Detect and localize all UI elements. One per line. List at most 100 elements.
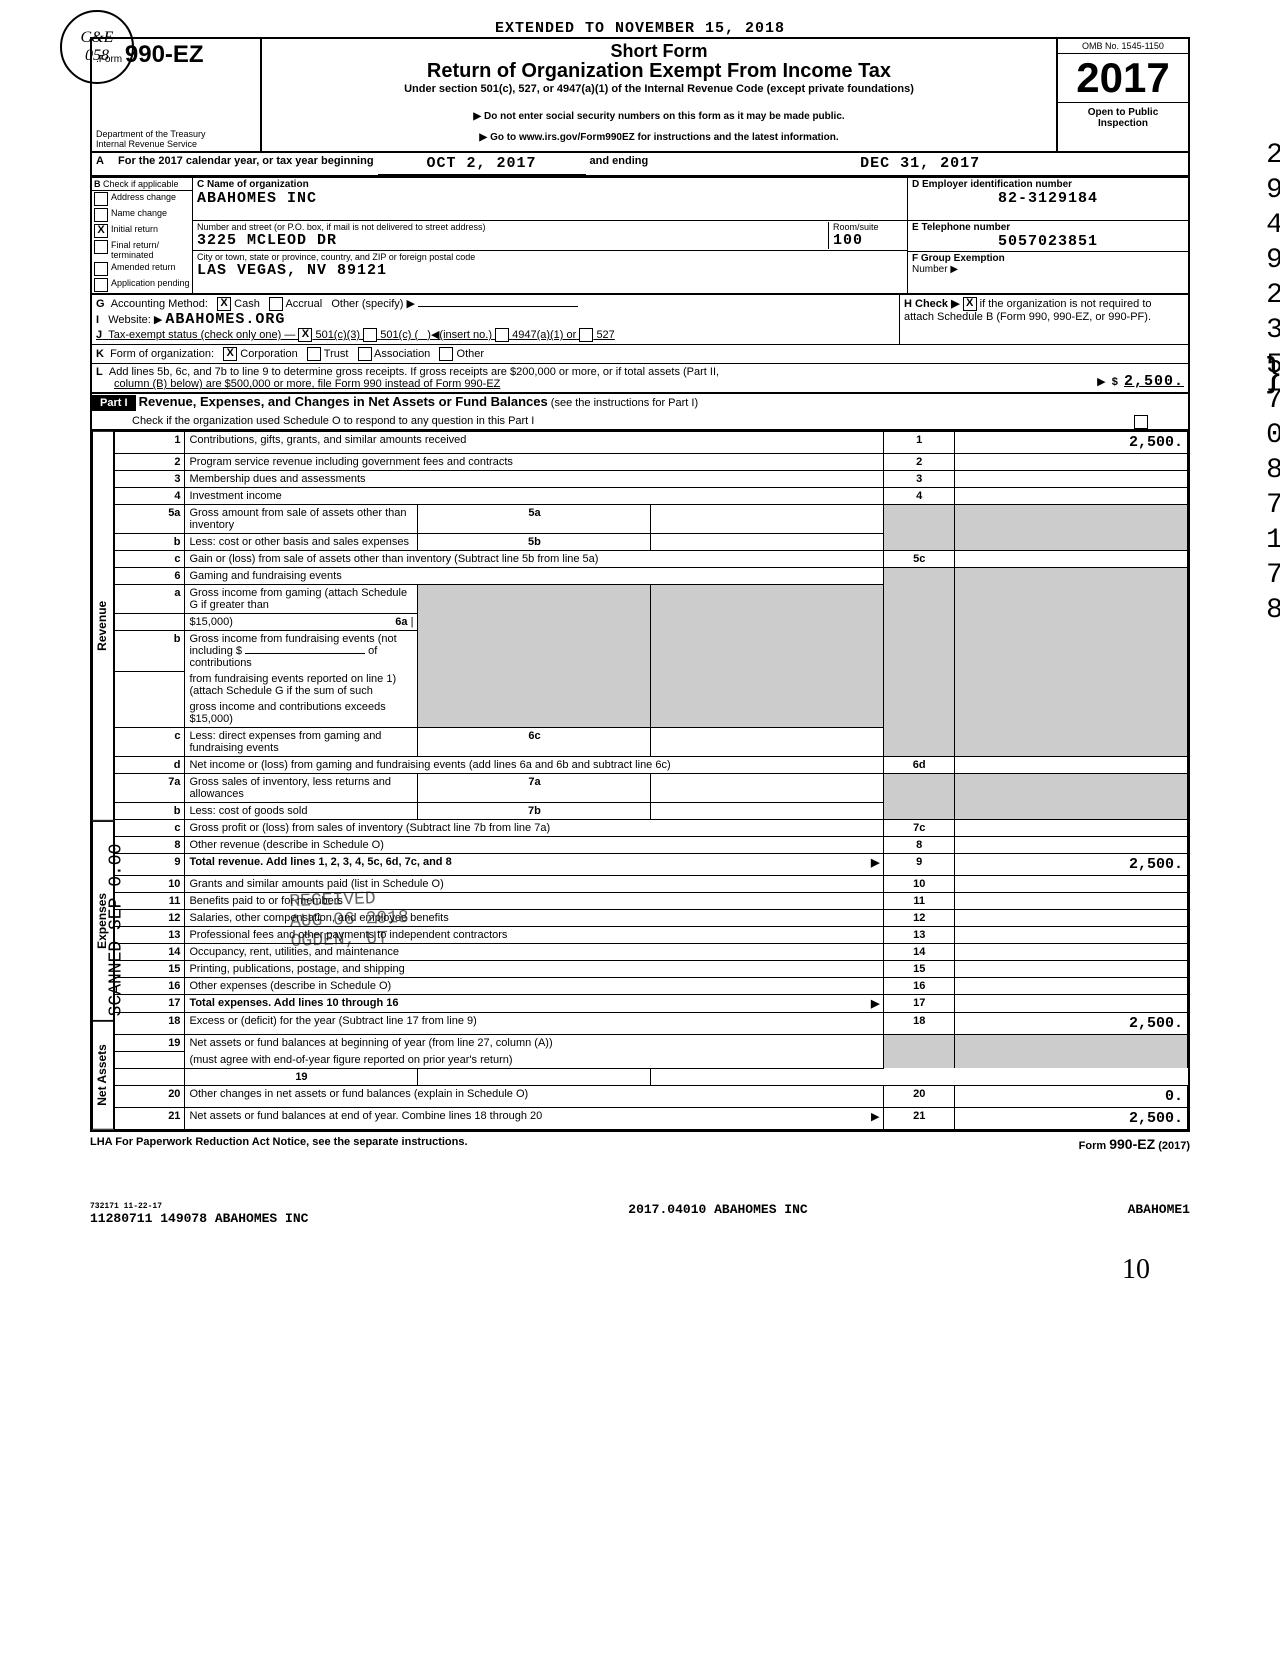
f-hdr: F Group Exemption [912, 253, 1184, 264]
line-7c: Gross profit or (loss) from sales of inv… [185, 820, 884, 837]
f2-sub: 732171 11-22-17 [90, 1202, 308, 1211]
ck-501c[interactable] [363, 328, 377, 342]
line-6a1: Gross income from gaming (attach Schedul… [189, 587, 407, 611]
line-10: Grants and similar amounts paid (list in… [185, 876, 884, 893]
initial-return: Initial return [111, 224, 158, 234]
vert-netassets: Net Assets [92, 1021, 114, 1130]
year: 2017 [1076, 54, 1169, 101]
copy-stamp: C&E 058 [60, 10, 134, 84]
f2-left: 11280711 149078 ABAHOMES INC [90, 1211, 308, 1226]
ck-amended[interactable] [94, 262, 108, 276]
f2-mid: 2017.04010 ABAHOMES INC [628, 1202, 807, 1226]
phone: 5057023851 [912, 233, 1184, 250]
ck-cash[interactable]: X [217, 297, 231, 311]
id-section: B Check if applicable Address change Nam… [90, 178, 1190, 295]
501c3: 501(c)(3) [315, 329, 360, 341]
g-label: Accounting Method: [111, 298, 208, 310]
e-hdr: E Telephone number [912, 222, 1184, 233]
street: 3225 MCLEOD DR [197, 232, 828, 249]
ck-4947[interactable] [495, 328, 509, 342]
ck-h[interactable]: X [963, 297, 977, 311]
line-6b3: from fundraising events reported on line… [185, 671, 418, 699]
other-org: Other [457, 348, 485, 360]
omb: OMB No. 1545-1150 [1058, 39, 1188, 54]
note1: Do not enter social security numbers on … [272, 111, 1046, 122]
l-text1: Add lines 5b, 6c, and 7b to line 9 to de… [109, 366, 719, 378]
line-9: Total revenue. Add lines 1, 2, 3, 4, 5c,… [189, 856, 451, 868]
brace-icon: } [1267, 350, 1280, 395]
ck-addr[interactable] [94, 192, 108, 206]
stamp-l1: C&E [81, 29, 114, 47]
ck-final[interactable] [94, 240, 108, 254]
501c: 501(c) ( [380, 329, 418, 341]
line-19a: Net assets or fund balances at beginning… [185, 1035, 884, 1052]
form-header: .Form 990-EZ Department of the Treasury … [90, 37, 1190, 153]
line-5a: Gross amount from sale of assets other t… [185, 505, 418, 534]
check-if: Check if applicable [103, 179, 179, 189]
amt-18: 2,500. [954, 1013, 1187, 1035]
line-8: Other revenue (describe in Schedule O) [185, 837, 884, 854]
f-sub: Number [912, 264, 948, 275]
ck-trust[interactable] [307, 347, 321, 361]
d-hdr: D Employer identification number [912, 179, 1184, 190]
line-6a2: $15,000) [189, 616, 232, 628]
line-4: Investment income [185, 488, 884, 505]
line-5c: Gain or (loss) from sale of assets other… [185, 551, 884, 568]
line-21: Net assets or fund balances at end of ye… [189, 1110, 542, 1122]
l-text2: column (B) below) are $500,000 or more, … [114, 378, 500, 390]
label-a: For the 2017 calendar year, or tax year … [114, 153, 378, 175]
amended-return: Amended return [111, 262, 176, 272]
ck-527[interactable] [579, 328, 593, 342]
4947: 4947(a)(1) or [512, 329, 576, 341]
extended-date: EXTENDED TO NOVEMBER 15, 2018 [90, 20, 1190, 37]
corp: Corporation [240, 348, 297, 360]
name-change: Name change [111, 208, 167, 218]
addr-change: Address change [111, 192, 176, 202]
l-amount: 2,500. [1124, 373, 1184, 390]
ck-name[interactable] [94, 208, 108, 222]
org-name: ABAHOMES INC [197, 190, 903, 207]
line-6d: Net income or (loss) from gaming and fun… [185, 757, 884, 774]
ck-assoc[interactable] [358, 347, 372, 361]
ck-accrual[interactable] [269, 297, 283, 311]
line-19b: (must agree with end-of-year figure repo… [185, 1052, 884, 1069]
form-page: C&E 058 29492357087178 SCANNED SEP 0.00 … [90, 20, 1190, 1226]
part1-label: Part I [92, 395, 136, 411]
amt-1: 2,500. [954, 432, 1187, 454]
lines-table: 1Contributions, gifts, grants, and simil… [114, 431, 1188, 1130]
open-public: Open to Public [1060, 107, 1186, 118]
city: LAS VEGAS, NV 89121 [197, 262, 903, 279]
ck-part1[interactable] [1134, 415, 1148, 429]
part1-note: (see the instructions for Part I) [551, 397, 698, 409]
line-2: Program service revenue including govern… [185, 454, 884, 471]
ck-501c3[interactable]: X [298, 328, 312, 342]
line-20: Other changes in net assets or fund bala… [185, 1085, 884, 1107]
line-7a: Gross sales of inventory, less returns a… [185, 774, 418, 803]
ck-initial[interactable]: X [94, 224, 108, 238]
amt-9: 2,500. [954, 854, 1187, 876]
line-14: Occupancy, rent, utilities, and maintena… [185, 944, 884, 961]
line-6b4: gross income and contributions exceeds $… [185, 699, 418, 728]
dept: Department of the Treasury [96, 129, 256, 139]
line-1: Contributions, gifts, grants, and simila… [185, 432, 884, 454]
inspection: Inspection [1060, 118, 1186, 129]
part1-check: Check if the organization used Schedule … [132, 415, 534, 427]
end-date: DEC 31, 2017 [652, 153, 1188, 175]
rcv-l3: OGDEN, UT [290, 928, 409, 952]
and-ending: and ending [586, 153, 653, 175]
ck-pending[interactable] [94, 278, 108, 292]
line-7b: Less: cost of goods sold [185, 803, 418, 820]
lha-notice: LHA For Paperwork Reduction Act Notice, … [90, 1136, 468, 1152]
h-label: H Check ▶ [904, 298, 960, 310]
ck-other[interactable] [439, 347, 453, 361]
short-form: Short Form [272, 41, 1046, 62]
received-stamp: RECEIVED AUG 06 2018 OGDEN, UT [289, 888, 410, 952]
c-hdr: C Name of organization [197, 179, 903, 190]
part1-title: Revenue, Expenses, and Changes in Net As… [139, 394, 548, 409]
insert-no: )◀(insert no.) [427, 329, 492, 341]
527: 527 [596, 329, 614, 341]
accrual: Accrual [285, 298, 322, 310]
line-5b: Less: cost or other basis and sales expe… [185, 534, 418, 551]
website: ABAHOMES.ORG [165, 311, 285, 328]
ck-corp[interactable]: X [223, 347, 237, 361]
